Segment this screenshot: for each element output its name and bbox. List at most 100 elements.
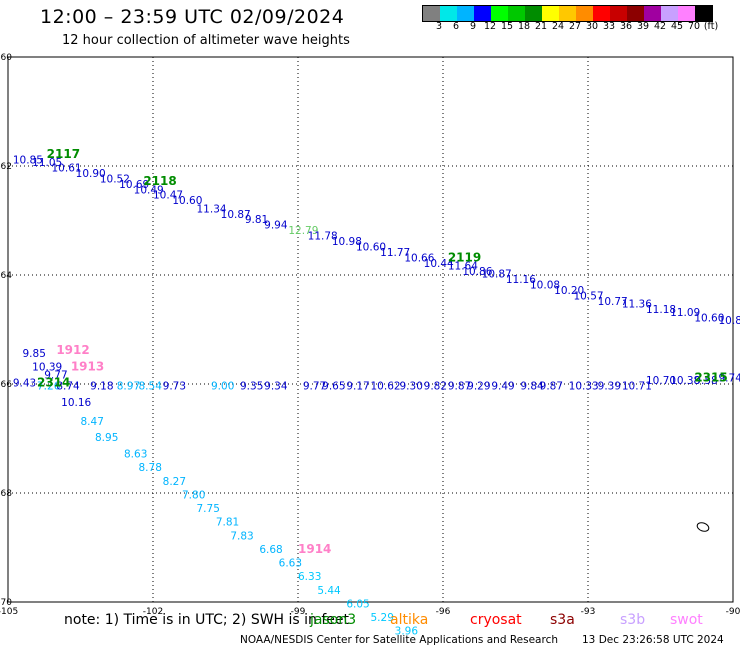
- color-swatch: [491, 6, 508, 21]
- wave-height-value: 11.77: [380, 247, 410, 259]
- wave-height-value: 10.16: [61, 397, 91, 409]
- wave-height-value: 9.49: [491, 380, 514, 392]
- wave-height-value: 3.96: [395, 626, 419, 638]
- color-scale-label: (ft): [703, 21, 719, 32]
- latitude-label: -64: [0, 271, 12, 281]
- track-id-label: 2117: [47, 147, 80, 161]
- wave-height-value: 9.82: [424, 380, 447, 392]
- color-swatch: [610, 6, 627, 21]
- wave-height-value: 11.09: [670, 307, 700, 319]
- satellite-legend-item: altika: [390, 612, 429, 628]
- track-id-label: 1913: [71, 359, 104, 373]
- track-id-label: 1912: [56, 343, 89, 357]
- latitude-label: -60: [0, 53, 12, 63]
- wave-height-value: 10.52: [100, 173, 130, 185]
- wave-height-value: 8.27: [163, 476, 186, 488]
- track-id-label: 2118: [143, 174, 176, 188]
- wave-height-value: 10.60: [356, 241, 386, 253]
- wave-height-value: 10.20: [554, 285, 584, 297]
- island-outline: [696, 522, 710, 532]
- longitude-label: -90: [726, 607, 740, 617]
- color-swatch: [661, 6, 678, 21]
- latitude-label: -62: [0, 162, 12, 172]
- wave-height-value: 10.62: [371, 380, 401, 392]
- wave-height-value: 9.74: [719, 372, 740, 384]
- longitude-label: -102: [143, 607, 163, 617]
- color-scale-label: 36: [619, 21, 633, 32]
- map-subtitle: 12 hour collection of altimeter wave hei…: [62, 33, 350, 48]
- wave-height-value: 10.60: [172, 195, 202, 207]
- wave-height-value: 9.17: [346, 380, 369, 392]
- wave-height-value: 6.63: [279, 558, 302, 570]
- footer-note: note: 1) Time is in UTC; 2) SWH is in fe…: [64, 612, 350, 628]
- longitude-label: -96: [436, 607, 451, 617]
- track-id-label: 2315: [694, 370, 727, 384]
- wave-height-value: 11.16: [506, 274, 536, 286]
- color-swatch: [542, 6, 559, 21]
- color-swatch: [508, 6, 525, 21]
- wave-height-value: 9.65: [322, 380, 345, 392]
- wave-height-value: 10.47: [153, 190, 183, 202]
- color-scale-label: 6: [452, 21, 460, 32]
- wave-height-value: 9.77: [44, 370, 67, 382]
- wave-height-value: 9.85: [23, 348, 46, 360]
- wave-height-value: 9.30: [400, 380, 423, 392]
- generated-timestamp: 13 Dec 23:26:58 UTC 2024: [582, 634, 724, 646]
- wave-height-value: 10.39: [32, 361, 62, 373]
- color-scale-label: 12: [483, 21, 497, 32]
- wave-height-value: 8.63: [124, 449, 147, 461]
- wave-height-value: 10.71: [622, 380, 652, 392]
- color-scale-label: 42: [653, 21, 667, 32]
- wave-height-value: 7.26: [37, 380, 61, 392]
- wave-height-value: 11.78: [308, 231, 338, 243]
- color-scale-label: 33: [602, 21, 616, 32]
- wave-height-value: 10.69: [119, 179, 149, 191]
- track-id-label: 1914: [298, 542, 331, 556]
- color-scale-label: 9: [469, 21, 477, 32]
- latitude-label: -68: [0, 489, 12, 499]
- wave-height-value: 9.81: [245, 214, 268, 226]
- color-swatch: [525, 6, 542, 21]
- wave-height-value: 10.77: [598, 296, 628, 308]
- wave-height-value: 11.36: [622, 299, 652, 311]
- wave-height-value: 10.85: [13, 154, 43, 166]
- wave-height-value: 9.84: [520, 380, 544, 392]
- color-scale-label: 39: [636, 21, 650, 32]
- wave-height-value: 6.05: [346, 598, 369, 610]
- wave-height-value: 10.87: [221, 209, 251, 221]
- wave-height-value: 7.83: [230, 530, 253, 542]
- color-swatch: [423, 6, 440, 21]
- color-scale-label: 3: [435, 21, 443, 32]
- wave-height-value: 9.87: [540, 380, 563, 392]
- wave-height-value: 10.86: [462, 266, 492, 278]
- wave-height-value: 7.81: [216, 517, 239, 529]
- latitude-label: -66: [0, 380, 12, 390]
- longitude-label: -93: [581, 607, 596, 617]
- longitude-label: -105: [0, 607, 18, 617]
- satellite-legend-item: s3a: [550, 612, 575, 628]
- wave-height-value: 7.75: [197, 503, 220, 515]
- wave-height-value: 9.35: [240, 380, 263, 392]
- wave-height-value: 10.86: [719, 315, 740, 327]
- wave-height-value: 6.33: [298, 571, 321, 583]
- color-swatch: [457, 6, 474, 21]
- longitude-label: -99: [291, 607, 306, 617]
- wave-height-value: 11.34: [197, 203, 227, 215]
- color-swatch: [559, 6, 576, 21]
- wave-height-value: 10.38: [670, 375, 700, 387]
- track-id-label: 2314: [37, 376, 70, 390]
- color-scale-label: 18: [517, 21, 531, 32]
- map-grid: [7, 56, 734, 603]
- wave-height-value: 10.44: [424, 258, 454, 270]
- wave-height-value: 9.39: [598, 380, 621, 392]
- wave-height-value: 8.97: [117, 380, 140, 392]
- wave-height-value: 9.58: [694, 375, 717, 387]
- wave-height-value: 10.66: [404, 252, 434, 264]
- color-swatch: [678, 6, 695, 21]
- wave-height-value: 10.98: [332, 236, 362, 248]
- color-scale-label: 30: [585, 21, 599, 32]
- color-scale-label: 21: [534, 21, 548, 32]
- color-scale-label: 27: [568, 21, 582, 32]
- wave-height-value: 10.49: [134, 184, 164, 196]
- wave-height-value: 10.61: [52, 162, 82, 174]
